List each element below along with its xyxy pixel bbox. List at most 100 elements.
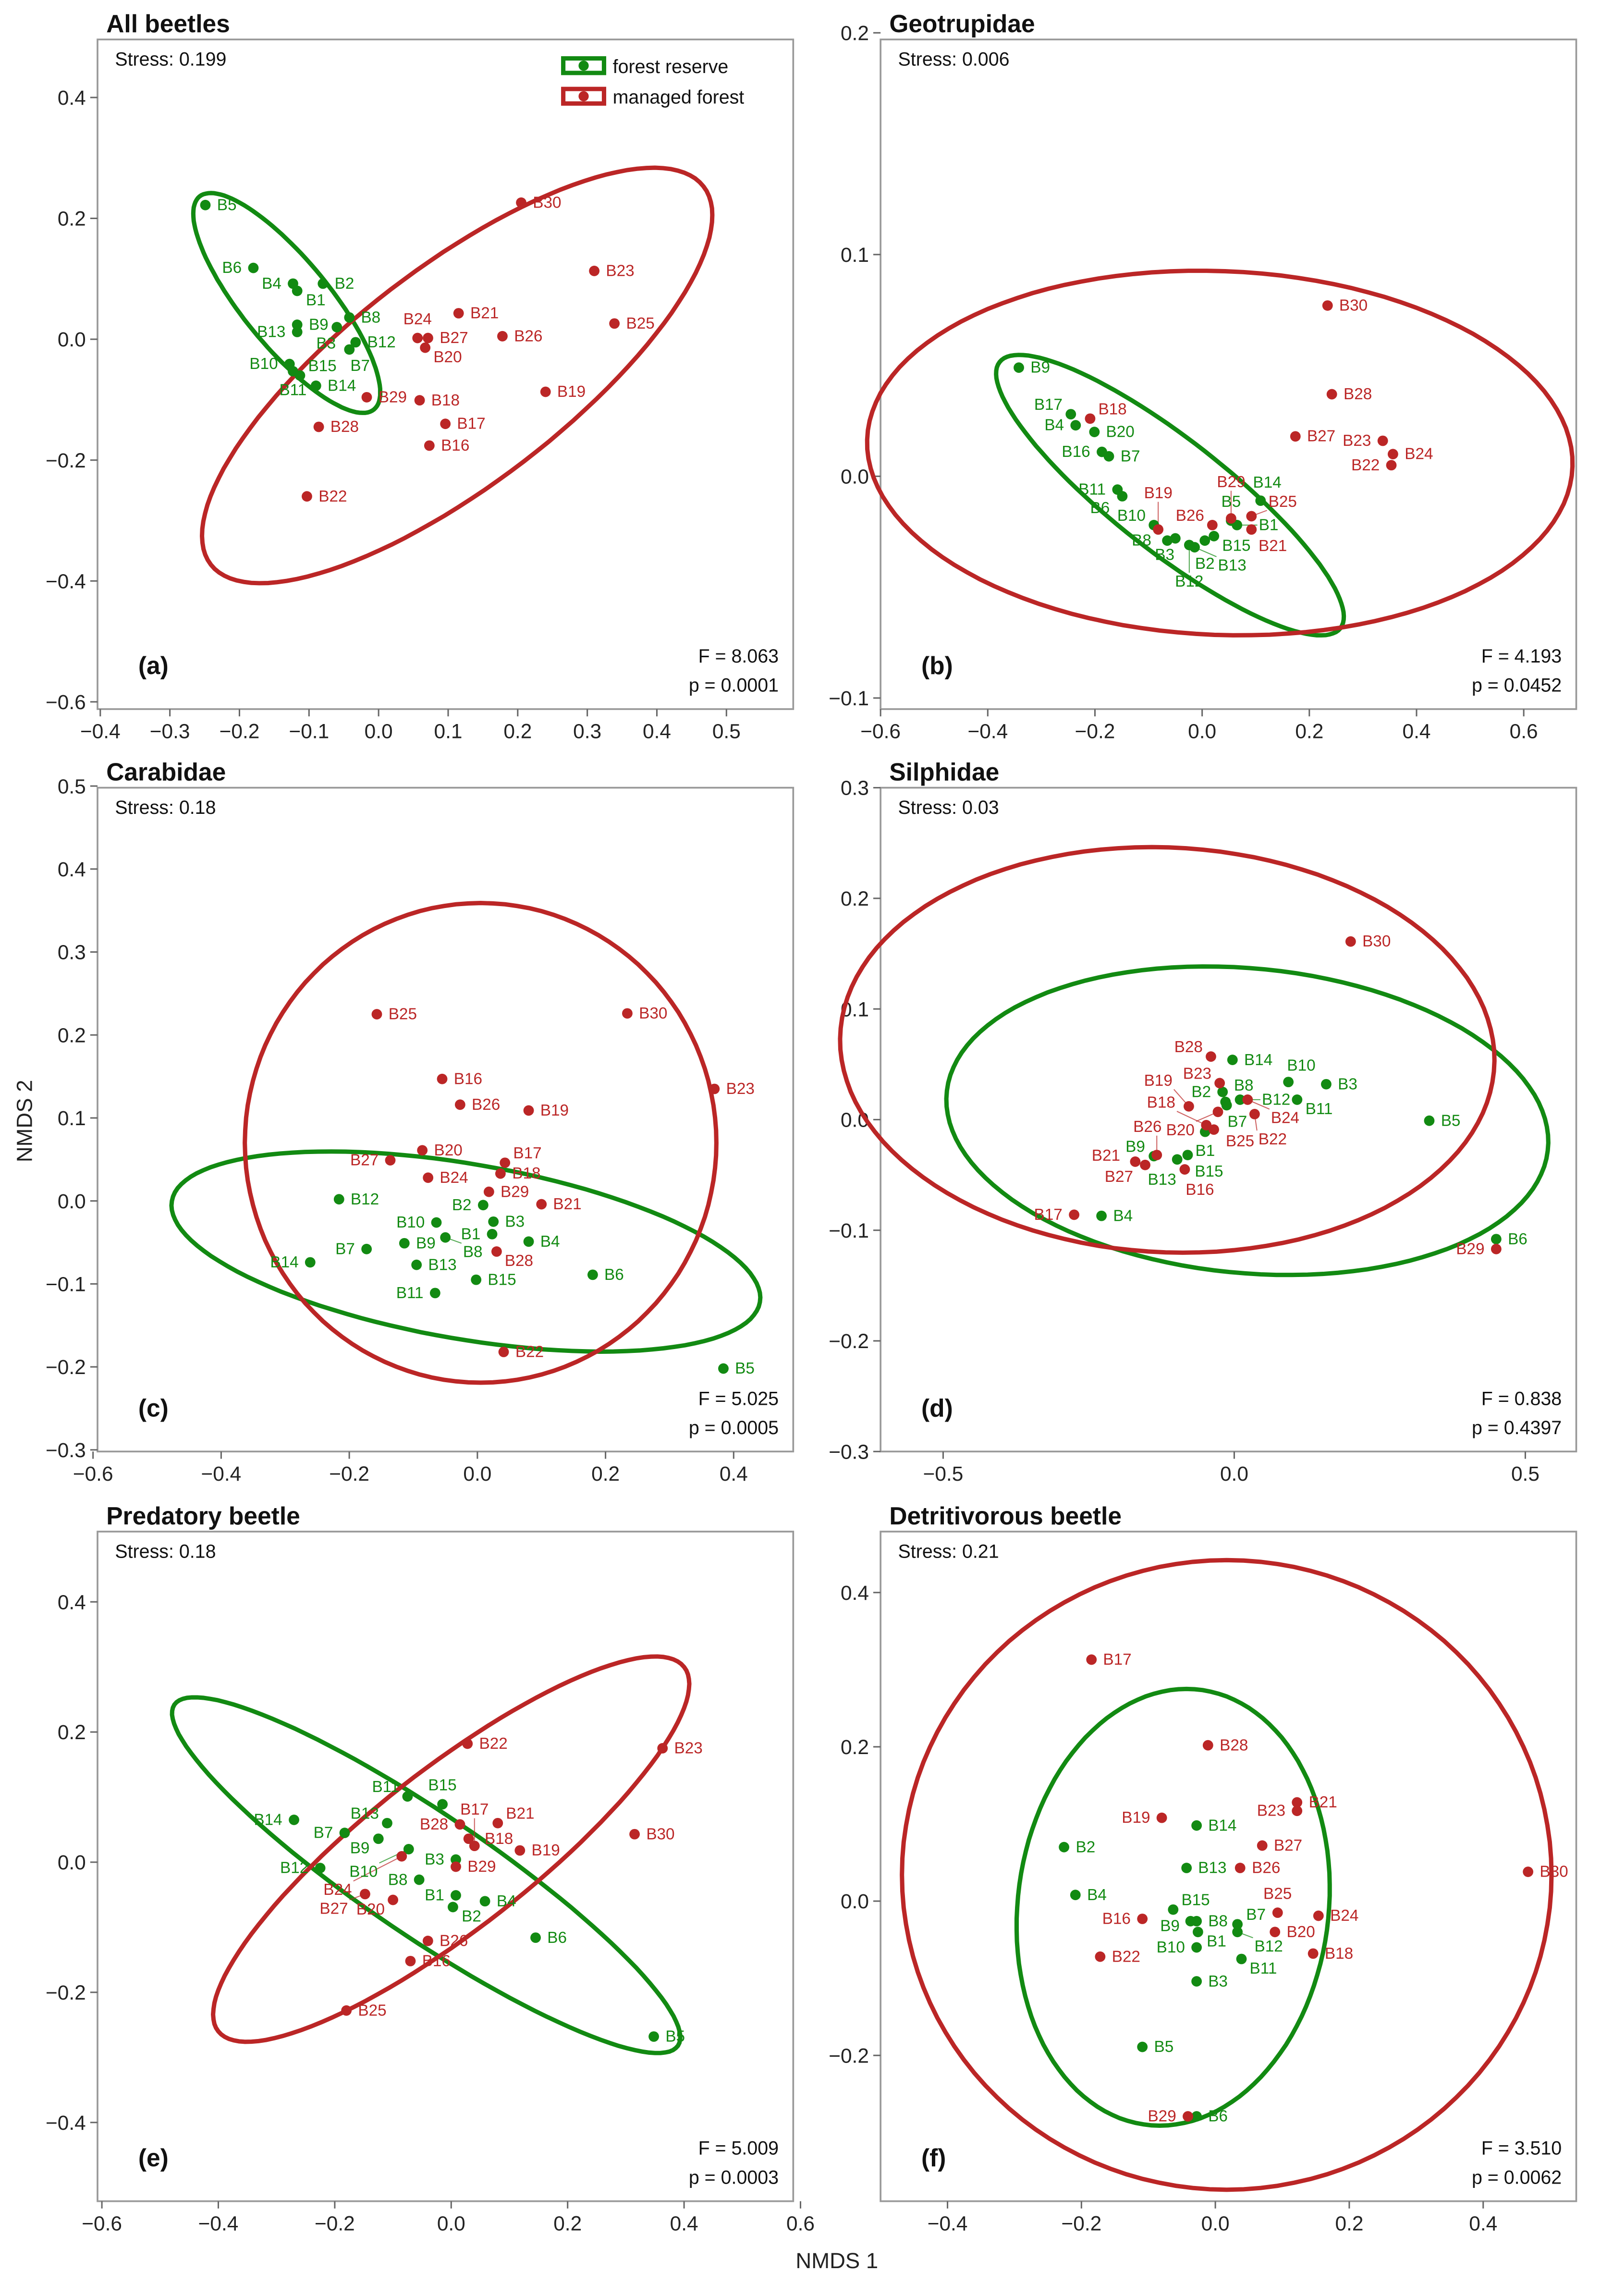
- managed-point-label: B30: [639, 1005, 667, 1022]
- y-tick-label: 0.2: [841, 1736, 869, 1758]
- forest-point-B2: [318, 278, 329, 289]
- y-axis-label: NMDS 2: [12, 1080, 37, 1163]
- forest-point-B9: [292, 319, 303, 330]
- managed-point-label: B20: [434, 1142, 463, 1159]
- managed-point-label: B27: [1274, 1837, 1302, 1854]
- managed-point-B21: [492, 1817, 503, 1829]
- managed-point-B26: [1234, 1863, 1246, 1873]
- y-tick-label: −0.6: [46, 691, 86, 713]
- forest-point-label: B15: [428, 1777, 456, 1794]
- managed-point-label: B17: [513, 1144, 541, 1162]
- managed-point-label: B19: [1144, 1072, 1173, 1090]
- managed-point-label: B30: [646, 1825, 674, 1843]
- managed-point-label: B24: [1271, 1109, 1299, 1127]
- x-tick-label: 0.0: [365, 720, 393, 743]
- x-tick-label: −0.2: [1061, 2212, 1101, 2235]
- y-tick-label: 0.2: [841, 887, 869, 910]
- forest-point-label: B3: [425, 1851, 444, 1868]
- x-tick-label: 0.2: [591, 1462, 620, 1485]
- managed-point-label: B26: [472, 1096, 500, 1114]
- panel-letter: (e): [138, 2144, 169, 2172]
- x-tick-label: 0.2: [1335, 2212, 1363, 2235]
- managed-point-B28: [454, 1819, 465, 1830]
- managed-point-B25: [341, 2005, 352, 2016]
- managed-point-label: B27: [440, 329, 468, 347]
- y-tick-label: 0.4: [58, 858, 86, 881]
- managed-point-label: B23: [726, 1080, 755, 1098]
- forest-point-label: B8: [388, 1871, 408, 1889]
- y-tick-label: 0.2: [841, 22, 869, 44]
- forest-point-label: B15: [1222, 537, 1250, 554]
- y-tick-label: 0.1: [58, 1107, 86, 1130]
- managed-point-B22: [498, 1347, 509, 1357]
- managed-point-label: B25: [626, 315, 655, 332]
- forest-point-B15: [437, 1799, 448, 1810]
- f-statistic: F = 3.510: [1481, 2138, 1562, 2159]
- stress-value: Stress: 0.03: [898, 797, 999, 818]
- panel-letter: (d): [921, 1394, 953, 1422]
- managed-point-B27: [1290, 431, 1301, 442]
- managed-point-label: B23: [674, 1740, 702, 1757]
- forest-point-B15: [294, 370, 306, 381]
- forest-point-B13: [292, 327, 303, 337]
- managed-point-label: B24: [1330, 1907, 1358, 1925]
- forest-point-label: B10: [349, 1863, 378, 1881]
- managed-point-B19: [523, 1105, 534, 1116]
- managed-point-B30: [1322, 300, 1333, 311]
- managed-point-B18: [463, 1833, 474, 1844]
- forest-point-label: B13: [1198, 1859, 1226, 1877]
- x-tick-label: −0.6: [82, 2212, 122, 2235]
- managed-point-B30: [629, 1829, 640, 1840]
- y-tick-label: 0.0: [58, 1851, 86, 1874]
- forest-point-B11: [429, 1288, 440, 1299]
- forest-point-label: B2: [452, 1196, 472, 1214]
- x-tick-label: 0.0: [1220, 1462, 1248, 1485]
- managed-point-label: B25: [1269, 493, 1297, 511]
- stress-value: Stress: 0.18: [115, 797, 216, 818]
- forest-point-label: B5: [217, 196, 237, 214]
- managed-point-label: B22: [1112, 1948, 1140, 1965]
- managed-point-label: B30: [1362, 933, 1391, 950]
- y-tick-label: −0.4: [46, 2112, 86, 2134]
- forest-point-label: B7: [314, 1824, 333, 1842]
- managed-point-label: B24: [403, 310, 432, 328]
- managed-point-B22: [462, 1738, 473, 1749]
- panel-title: Geotrupidae: [889, 10, 1035, 37]
- managed-point-B18: [1201, 1120, 1212, 1130]
- forest-point-B4: [1096, 1210, 1107, 1221]
- managed-point-label: B18: [1147, 1094, 1175, 1112]
- forest-point-B5: [200, 199, 211, 210]
- f-statistic: F = 0.838: [1481, 1388, 1562, 1409]
- forest-point-label: B4: [1113, 1207, 1133, 1225]
- forest-point-B3: [488, 1216, 499, 1227]
- forest-point-label: B11: [1306, 1100, 1333, 1118]
- forest-point-label: B7: [335, 1240, 355, 1258]
- forest-point-B5: [648, 2031, 659, 2042]
- managed-forest-ellipse: [838, 845, 1497, 1255]
- forest-point-label: B11: [1250, 1960, 1277, 1977]
- forest-point-B13: [411, 1259, 422, 1270]
- managed-point-label: B21: [1309, 1793, 1337, 1811]
- managed-point-B22: [1386, 460, 1397, 471]
- forest-point-label: B15: [1195, 1163, 1223, 1180]
- managed-point-B26: [1151, 1150, 1162, 1161]
- managed-point-label: B25: [1226, 1132, 1254, 1150]
- managed-point-label: B22: [1259, 1130, 1287, 1148]
- forest-point-B4: [1070, 1890, 1081, 1901]
- x-tick-label: 0.6: [1510, 720, 1538, 743]
- forest-point-label: B8: [1132, 532, 1151, 550]
- managed-point-label: B30: [1339, 297, 1368, 315]
- managed-point-label: B27: [319, 1900, 348, 1917]
- x-tick-label: 0.4: [670, 2212, 698, 2235]
- forest-point-label: B13: [1148, 1171, 1176, 1189]
- forest-point-B6: [248, 262, 259, 273]
- managed-point-label: B20: [1287, 1923, 1315, 1941]
- forest-point-label: B15: [488, 1271, 516, 1289]
- y-tick-label: −0.2: [829, 1330, 869, 1352]
- managed-point-B22: [302, 491, 312, 502]
- forest-point-B13: [1172, 1154, 1183, 1165]
- forest-point-B4: [1070, 420, 1081, 431]
- managed-point-label: B18: [1098, 400, 1126, 418]
- forest-point-B3: [1321, 1079, 1332, 1090]
- managed-point-label: B23: [1343, 432, 1371, 450]
